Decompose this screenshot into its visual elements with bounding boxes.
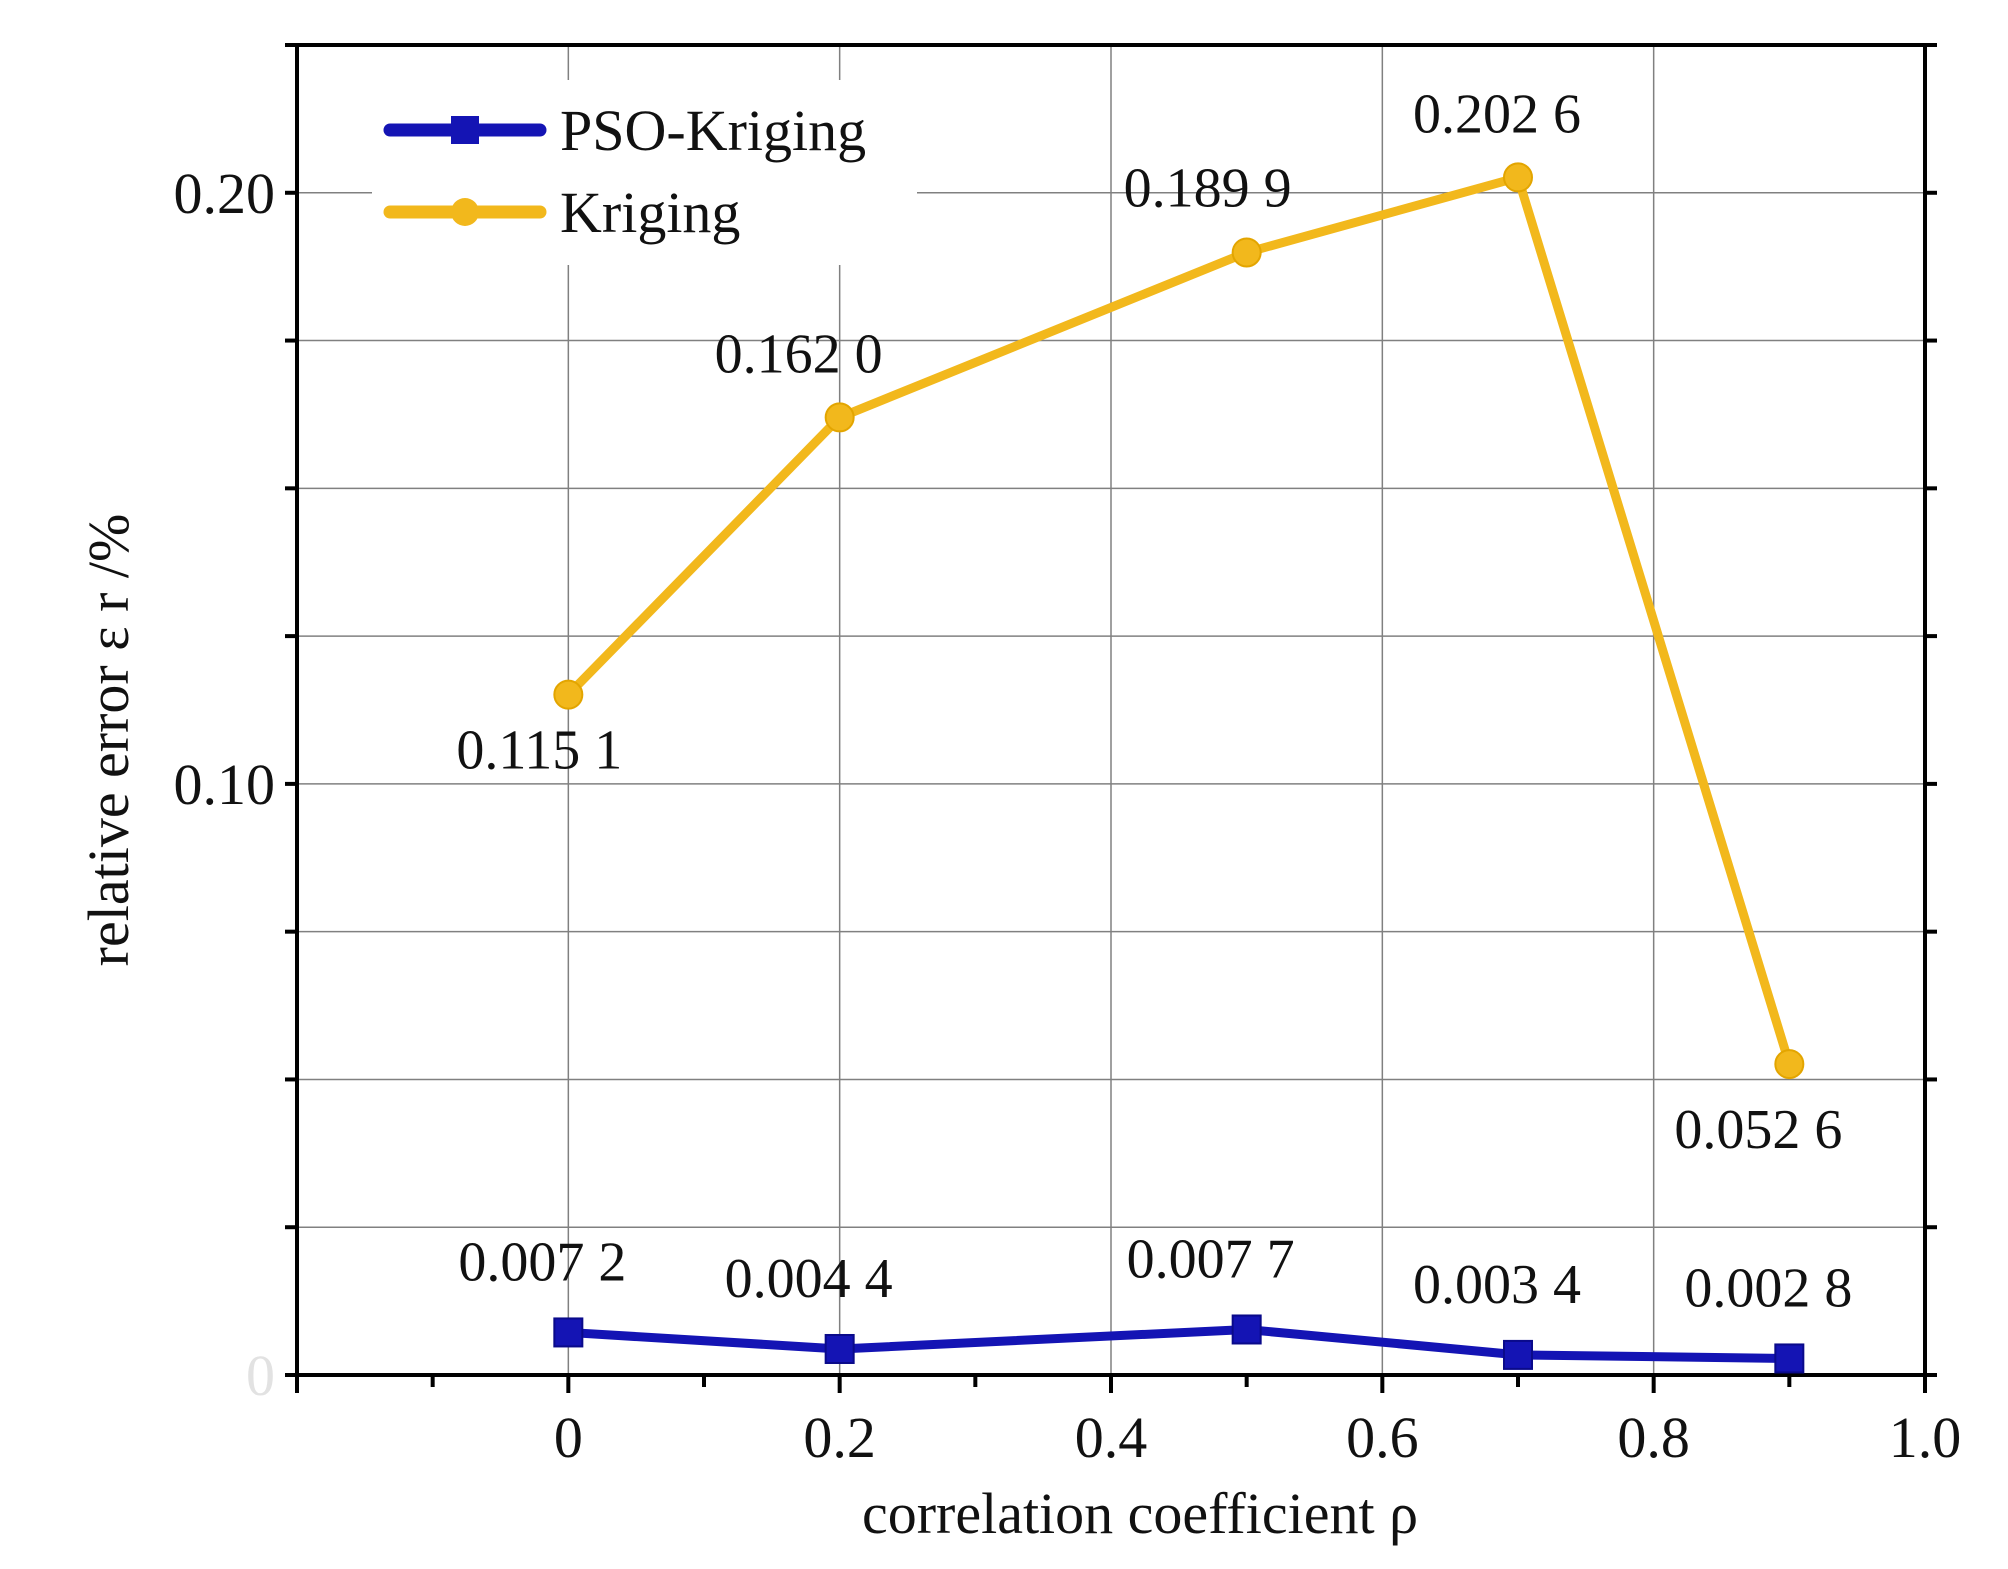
x-tick-label: 1.0 xyxy=(1889,1405,1962,1470)
legend-marker xyxy=(451,198,479,226)
data-label: 0.007 7 xyxy=(1127,1228,1295,1290)
y-tick-label: 0.20 xyxy=(174,161,276,226)
x-tick-label: 0.6 xyxy=(1346,1405,1419,1470)
data-label: 0.189 9 xyxy=(1124,157,1292,219)
y-tick-label: 0 xyxy=(246,1343,275,1408)
series-pso-kriging xyxy=(553,1314,1805,1374)
legend-label: PSO-Kriging xyxy=(560,98,866,163)
data-point xyxy=(553,679,584,710)
data-label: 0.007 2 xyxy=(458,1231,626,1293)
data-label: 0.115 1 xyxy=(456,720,622,782)
x-axis-title: correlation coefficient ρ xyxy=(862,1481,1418,1546)
series-line xyxy=(568,1324,1790,1363)
data-label: 0.002 8 xyxy=(1684,1257,1852,1319)
data-point xyxy=(1774,1049,1805,1080)
x-tick-label: 0.2 xyxy=(803,1405,876,1470)
data-point xyxy=(1503,1339,1533,1370)
data-point xyxy=(824,402,855,433)
x-tick-label: 0 xyxy=(554,1405,583,1470)
data-label: 0.162 0 xyxy=(715,323,883,385)
x-tick-label: 0.8 xyxy=(1617,1405,1690,1470)
x-tick-label: 0.4 xyxy=(1075,1405,1148,1470)
legend-label: Kriging xyxy=(560,180,740,245)
legend-marker xyxy=(451,116,479,144)
legend-background xyxy=(372,80,917,265)
data-label: 0.202 6 xyxy=(1413,83,1581,145)
data-label: 0.003 4 xyxy=(1413,1254,1581,1316)
data-point xyxy=(824,1333,855,1364)
data-label: 0.004 4 xyxy=(725,1248,893,1310)
data-point xyxy=(1774,1343,1805,1374)
data-point xyxy=(553,1317,584,1348)
y-axis-title: relative error ε r /% xyxy=(76,514,141,967)
data-label: 0.052 6 xyxy=(1674,1099,1842,1161)
series-kriging xyxy=(553,162,1805,1080)
y-tick-label: 0.10 xyxy=(174,752,276,817)
series-layer xyxy=(553,162,1805,1374)
data-point xyxy=(1231,237,1262,268)
data-point xyxy=(1503,162,1533,193)
axes: 0 0.2 0.4 0.6 0.8 1.0 0 0.10 0.20 xyxy=(174,43,1962,1470)
legend: PSO-Kriging Kriging xyxy=(372,80,917,265)
data-labels: 0.007 2 0.004 4 0.007 7 0.003 4 0.002 8 0.115… xyxy=(456,83,1852,1319)
legend-item: Kriging xyxy=(383,180,740,245)
data-point xyxy=(1231,1314,1262,1345)
legend-item: PSO-Kriging xyxy=(383,98,866,163)
